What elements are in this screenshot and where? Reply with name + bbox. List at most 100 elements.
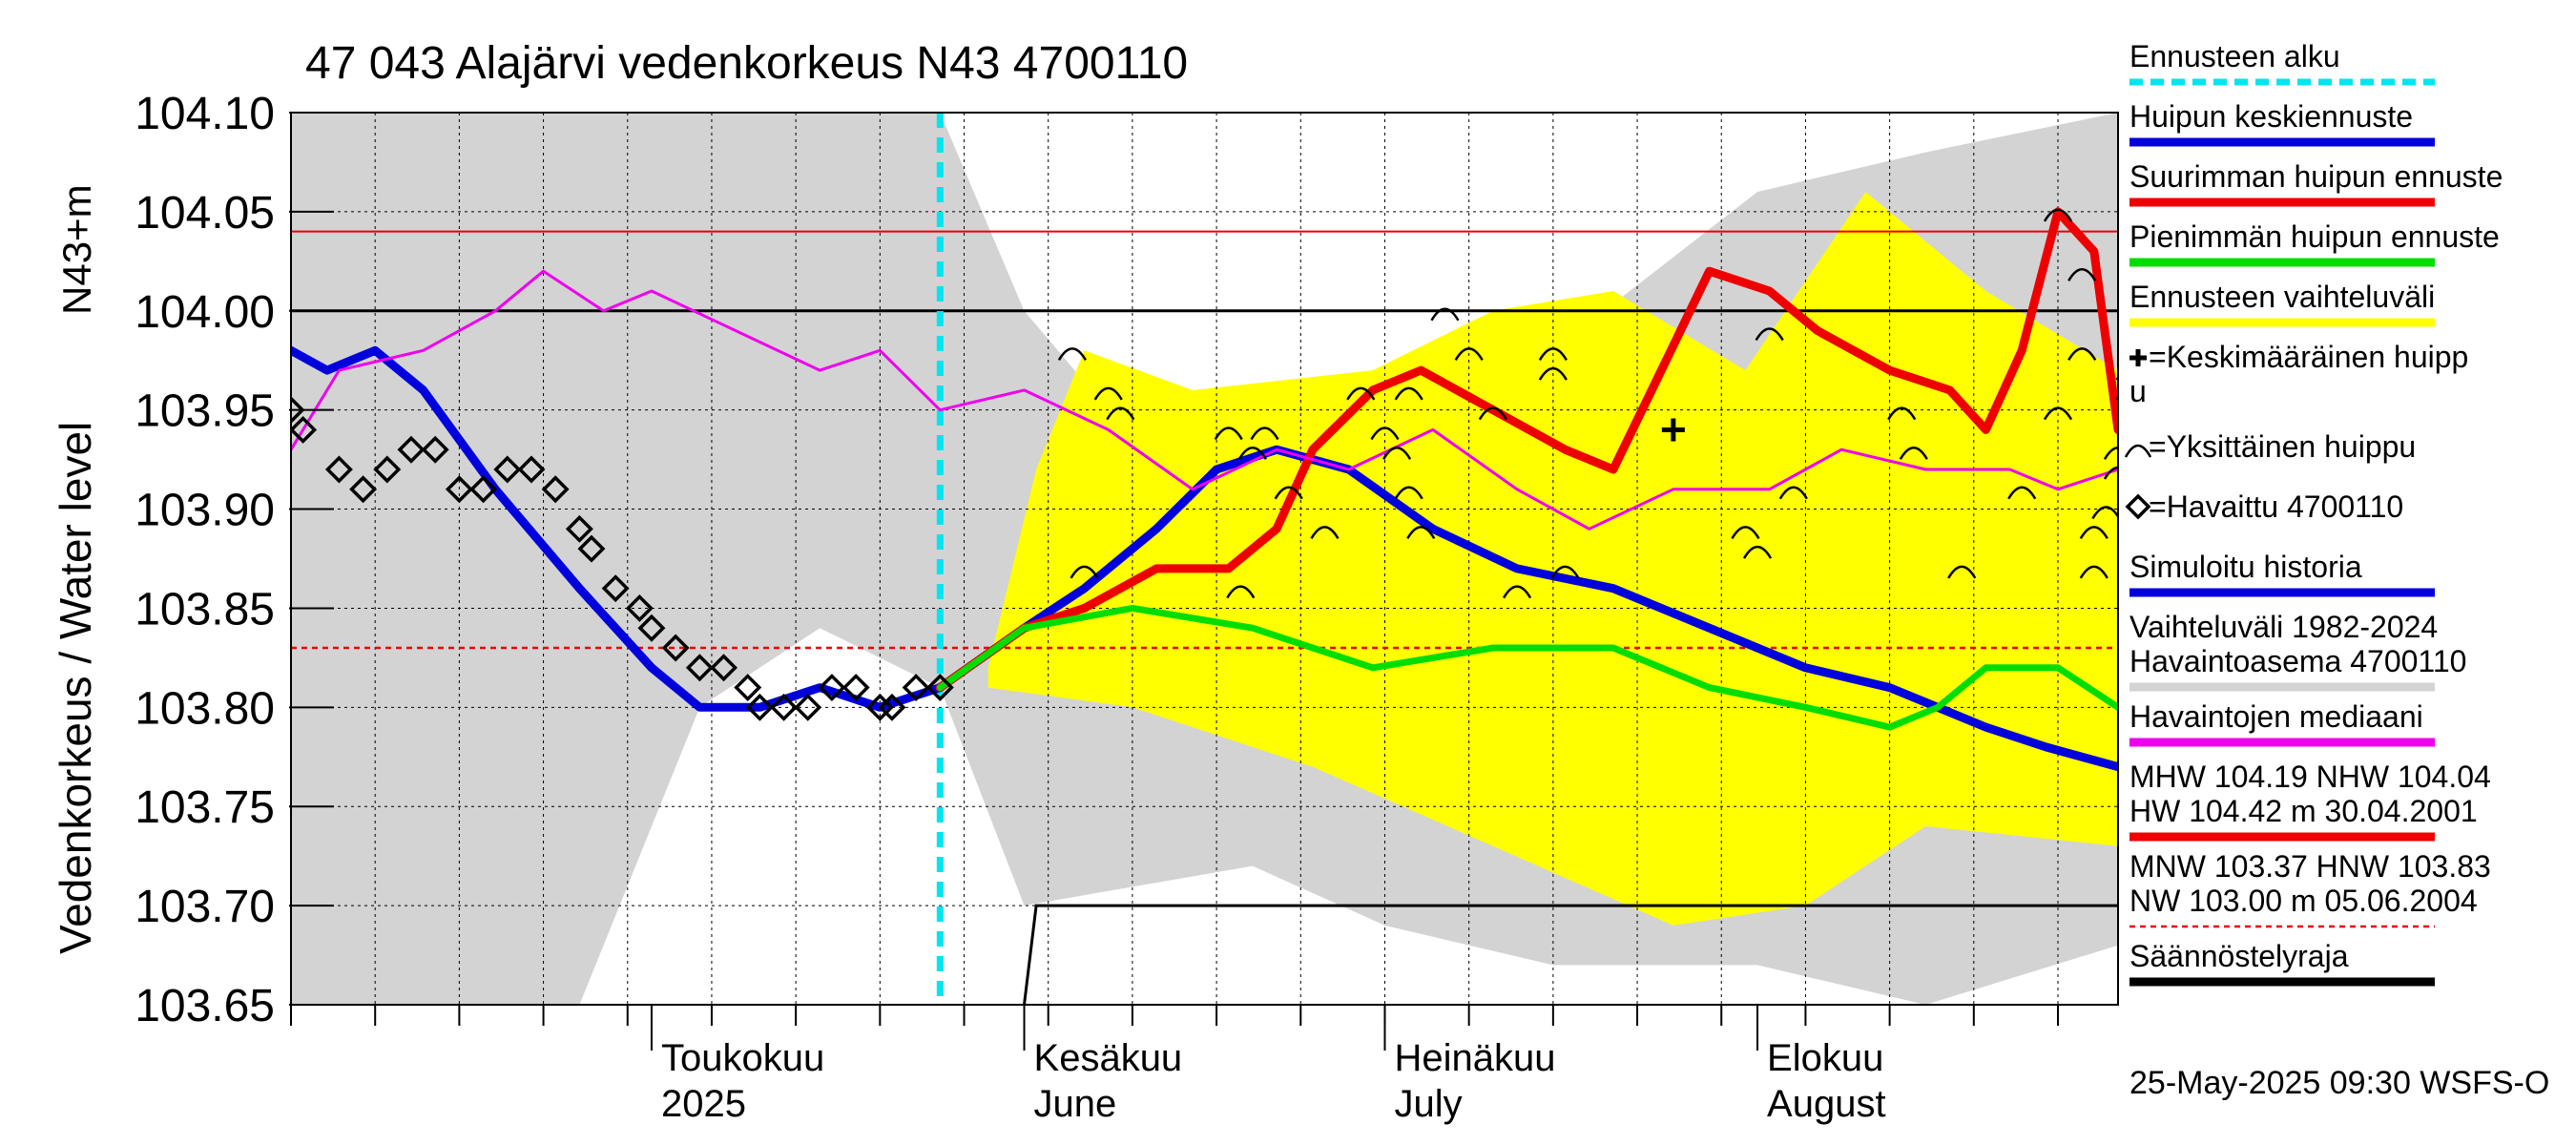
x-month-sublabel: July [1394,1083,1462,1125]
observed-point [925,674,954,702]
legend-label: =Keskimääräinen huipp [2149,340,2468,374]
x-month-label: Elokuu [1767,1037,1883,1079]
observed-point [421,435,449,464]
chart-title: 47 043 Alajärvi vedenkorkeus N43 4700110 [305,38,1188,89]
individual-peak-marker [1057,347,1087,361]
observed-point [637,614,666,642]
individual-peak-marker [2067,267,2097,281]
legend-item: Säännöstelyraja [2129,939,2435,987]
individual-peak-marker [2007,486,2037,500]
observed-point [397,435,426,464]
x-month-label: Toukokuu [661,1037,824,1079]
observed-point [541,475,570,504]
observed-point [601,574,630,603]
legend-item: Vaihteluväli 1982-2024 Havaintoasema 470… [2129,610,2466,692]
average-peak-marker [1661,418,1685,442]
legend-label: MHW 104.19 NHW 104.04 [2129,760,2491,794]
individual-peak-marker [1226,585,1256,599]
legend-label: =Yksittäinen huippu [2149,429,2416,464]
y-tick-label: 103.85 [135,584,275,635]
individual-peak-marker [1394,386,1423,401]
legend-swatch [2124,444,2152,458]
legend-label: Vaihteluväli 1982-2024 [2129,610,2438,644]
legend-item: =Keskimääräinen huippu [2129,340,2468,408]
observed-point [625,593,654,622]
individual-peak-marker [2103,446,2118,460]
observed-point [902,674,930,702]
individual-peak-marker [1742,545,1773,559]
observed-point [577,534,606,563]
series-line-suurimman-huipun-ennuste [935,207,2118,693]
legend: Ennusteen alku Huipun keskiennuste Suurimm… [2124,39,2503,987]
observed-point [493,455,522,484]
x-month-label: Kesäkuu [1034,1037,1183,1079]
observed-point [373,455,402,484]
individual-peak-marker [1406,526,1436,539]
y-axis: 104.10 104.05 104.00 103.95 103.90 103.85 103.… [135,89,334,1031]
observed-point [734,674,762,702]
legend-label: Huipun keskiennuste [2129,99,2413,134]
individual-peak-marker [1550,565,1580,579]
legend-swatch [2129,349,2147,366]
observed-point [794,693,822,721]
legend-label: Simuloitu historia [2129,550,2362,584]
individual-peak-marker [1478,406,1507,421]
individual-peak-marker [1310,526,1340,539]
footer-timestamp: 25-May-2025 09:30 WSFS-O [2129,1065,2549,1101]
x-month-sublabel: 2025 [661,1083,746,1125]
observed-point [445,475,473,504]
individual-peak-marker [1538,366,1568,381]
individual-peak-marker [1778,486,1808,500]
y-tick-label: 103.65 [135,981,275,1031]
legend-label: Suurimman huipun ennuste [2129,159,2503,194]
legend-label: Havaintojen mediaani [2129,699,2423,734]
individual-peak-marker [1093,386,1123,401]
y-tick-label: 103.80 [135,683,275,734]
observed-point [565,514,593,543]
observed-point [878,693,906,721]
individual-peak-marker [2043,208,2073,222]
x-month-label: Heinäkuu [1394,1037,1555,1079]
individual-peak-marker [2103,466,2118,480]
individual-peak-marker [1070,565,1099,579]
individual-peak-marker [1370,427,1400,441]
plot-frame [290,112,2119,1006]
observed-point [291,415,318,444]
observed-point [818,674,846,702]
observed-point [291,396,305,425]
individual-peak-marker [2067,347,2097,361]
legend-swatch [2125,493,2151,520]
legend-label: =Havaittu 4700110 [2149,489,2403,524]
legend-item: =Havaittu 4700110 [2125,489,2403,524]
legend-label: Ennusteen vaihteluväli [2129,280,2435,314]
individual-peak-marker [1346,386,1376,401]
legend-item: Huipun keskiennuste [2129,99,2435,147]
individual-peak-marker [1237,446,1267,460]
legend-label-line2: NW 103.00 m 05.06.2004 [2129,884,2478,918]
legend-item: Ennusteen alku [2129,39,2435,86]
plot-area [291,113,2118,1005]
forecast-range-band [987,192,2118,926]
observed-point [324,455,353,484]
x-month-sublabel: August [1767,1083,1886,1125]
series-line-huipun-keskiennuste [291,345,2118,772]
observed-point [469,475,498,504]
legend-label-line2: Havaintoasema 4700110 [2129,644,2466,678]
individual-peak-marker [2079,526,2109,539]
individual-peak-marker [1274,486,1303,500]
individual-peak-marker [1731,526,1760,539]
y-tick-label: 103.75 [135,782,275,833]
y-tick-label: 104.05 [135,188,275,239]
individual-peak-marker [1502,585,1532,599]
legend-label-line2: u [2129,374,2147,408]
individual-peak-marker [1214,427,1243,441]
observed-point [349,475,378,504]
legend-item: Havaintojen mediaani [2129,699,2435,747]
individual-peak-marker [1755,327,1784,342]
individual-peak-marker [2043,406,2073,421]
individual-peak-marker [1899,446,1928,460]
observed-point [865,693,894,721]
regulation-limit-line [1023,904,2118,1005]
legend-label: Säännöstelyraja [2129,939,2349,973]
